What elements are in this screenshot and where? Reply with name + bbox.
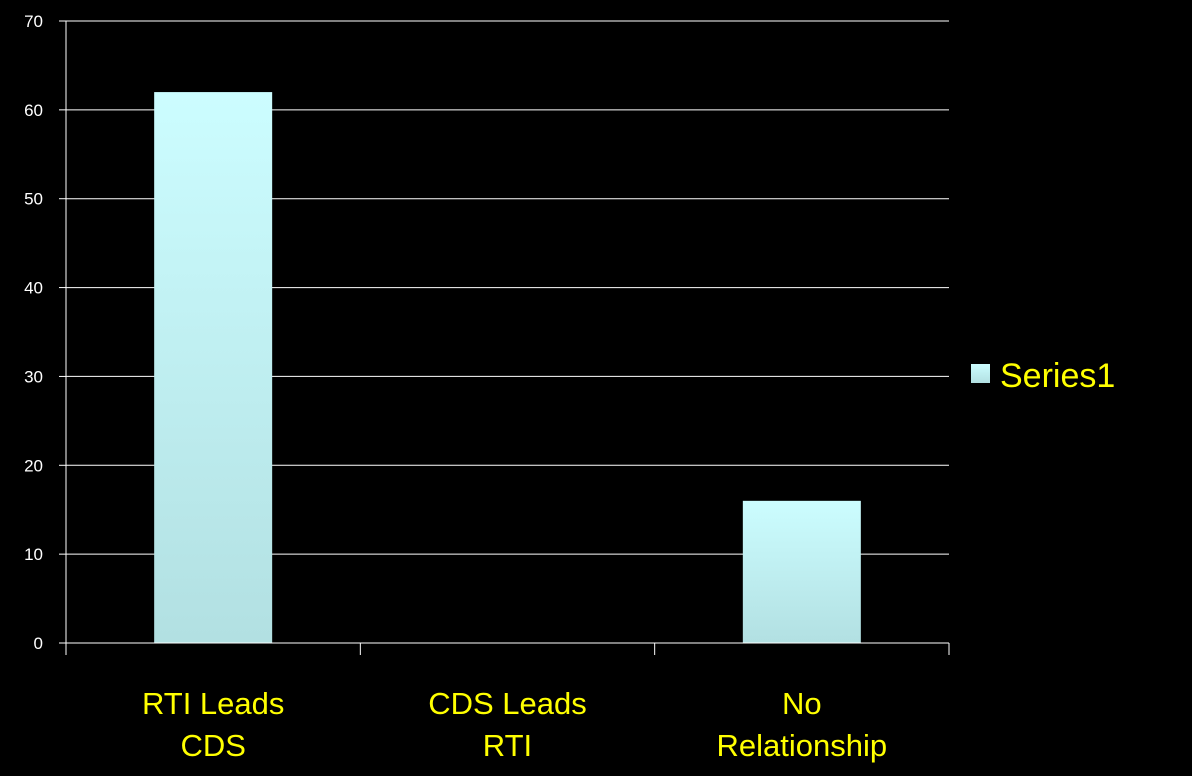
x-category-label: CDS (180, 728, 245, 763)
x-category-label: No (782, 686, 822, 721)
y-tick-label: 30 (24, 367, 43, 386)
y-tick-label: 20 (24, 456, 43, 475)
y-tick-label: 40 (24, 279, 43, 298)
x-tick-labels: RTI Leads CDS CDS Leads RTI No Relationship (142, 686, 887, 763)
y-tick-label: 60 (24, 101, 43, 120)
x-category-label: RTI (483, 728, 532, 763)
x-category-label: CDS Leads (428, 686, 587, 721)
legend-label-series1: Series1 (1000, 357, 1115, 395)
axes (59, 20, 950, 655)
bar-2 (742, 500, 861, 643)
y-tick-label: 70 (24, 12, 43, 31)
legend-swatch-series1 (971, 364, 990, 383)
y-tick-labels: 0 10 20 30 40 50 60 70 (24, 12, 43, 653)
bars (154, 92, 861, 644)
x-category-label: Relationship (717, 728, 888, 763)
y-tick-label: 50 (24, 190, 43, 209)
y-tick-label: 0 (34, 634, 43, 653)
bar-0 (154, 92, 273, 644)
x-category-label: RTI Leads (142, 686, 284, 721)
y-tick-label: 10 (24, 545, 43, 564)
legend: Series1 (971, 357, 1115, 395)
